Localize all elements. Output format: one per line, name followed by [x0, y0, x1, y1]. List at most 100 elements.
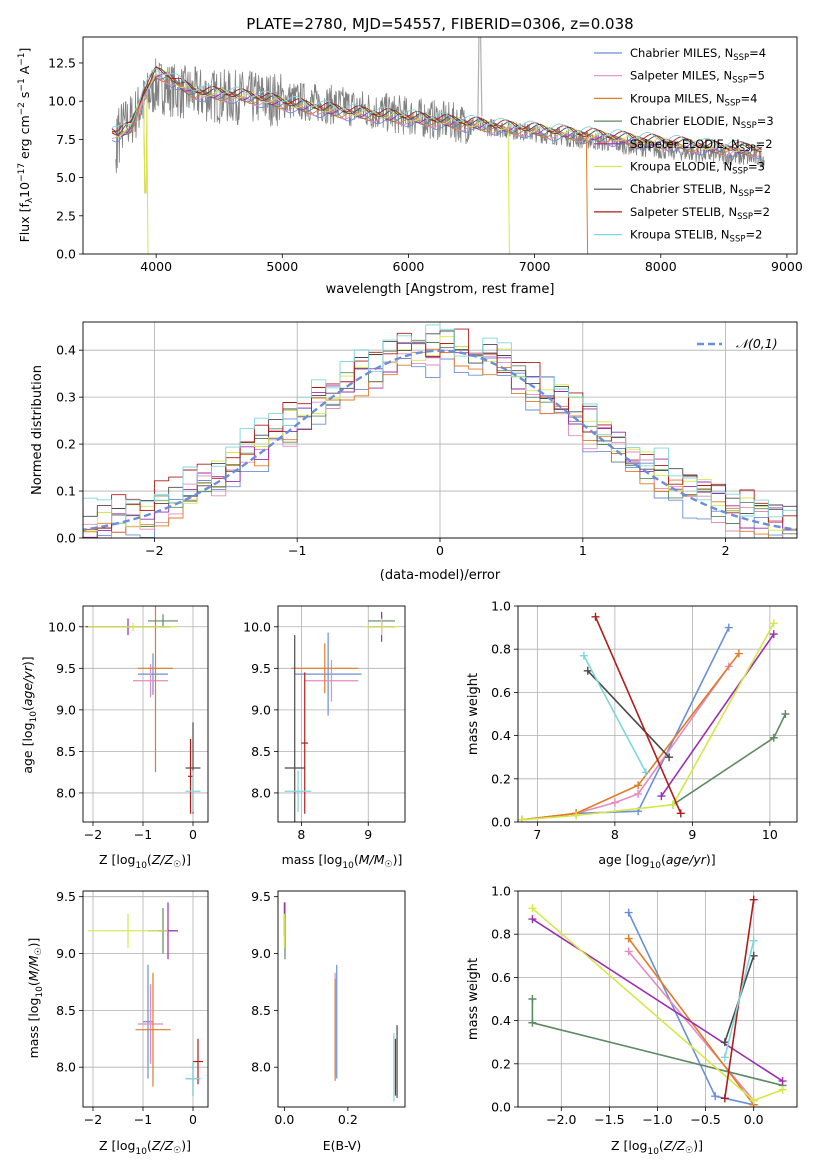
marker-salpeter_elodie [778, 1077, 787, 1086]
marker-chabrier_stelib [665, 753, 674, 762]
marker-kroupa_stelib [579, 651, 588, 660]
marker-chabrier_stelib [749, 951, 758, 960]
y-tick-label: 0.2 [56, 437, 76, 452]
marker-kroupa_elodie [528, 904, 537, 913]
y-tick-label: 7.5 [56, 132, 76, 147]
marker-chabrier_miles [724, 623, 733, 632]
series-line-salpeter_elodie [531, 918, 784, 1082]
y-tick-label: 1.0 [491, 599, 511, 614]
axes-age_vs_z: −2 −1 0 8.0 8.5 9.0 9.5 10.0 Z [log10(Z/Z☉)] age … [20, 605, 209, 871]
plot-area-mass_vs_ebv [283, 902, 398, 1102]
x-tick-label: −1 [134, 1112, 152, 1127]
series-line-chabrier_stelib [587, 670, 670, 758]
artefact-line [146, 108, 149, 254]
plot-area-mass_vs_z [88, 902, 203, 1096]
legend-label: Chabrier ELODIE, NSSP=3 [630, 114, 774, 131]
y-tick-label: 0.0 [491, 1100, 511, 1115]
marker-salpeter_stelib [720, 1094, 729, 1103]
axes-mass_weight_vs_z: −2.0 −1.5 −1.0 −0.5 0.0 0.0 0.2 0.4 0.6 0.8 1.0 mas… [466, 884, 798, 1157]
axes-spectrum: 4000 5000 6000 7000 8000 9000 0.0 2.5 5.0 7.5 10.0… [17, 36, 803, 297]
x-axis-label: age [log10(age/yr)] [598, 852, 715, 871]
marker-kroupa_stelib [720, 1053, 729, 1062]
x-tick-label: −0.5 [690, 1112, 720, 1127]
x-tick-label: 7 [533, 827, 541, 842]
y-tick-label: 8.0 [251, 785, 271, 800]
series-line-salpeter_stelib [594, 616, 682, 814]
y-tick-label: 8.0 [251, 1060, 271, 1075]
marker-kroupa_miles [734, 649, 743, 658]
marker-salpeter_miles [610, 798, 619, 807]
x-tick-label: 9 [364, 827, 372, 842]
y-tick-label: 0.0 [56, 531, 76, 546]
x-axis-label: Z [log10(Z/Z☉)] [611, 1138, 703, 1157]
y-tick-label: 2.5 [56, 208, 76, 223]
axes-frame [82, 890, 209, 1108]
axes-frame [82, 36, 798, 255]
model-spectrum-chabrier_elodie [111, 75, 762, 155]
x-tick-label: 0 [189, 1112, 197, 1127]
marker-kroupa_miles [634, 781, 643, 790]
y-axis-label: mass weight [466, 958, 481, 1040]
legend-label: Kroupa STELIB, NSSP=2 [630, 228, 762, 245]
x-axis-label: mass [log10(M/M☉)] [282, 852, 403, 871]
marker-chabrier_stelib [720, 1038, 729, 1047]
y-tick-label: 10.0 [48, 619, 76, 634]
series-line-chabrier_elodie [672, 713, 787, 806]
y-tick-label: 0.0 [491, 815, 511, 830]
series-line-salpeter_elodie [660, 633, 775, 797]
marker-kroupa_stelib [641, 768, 650, 777]
legend-label: Kroupa ELODIE, NSSP=3 [630, 160, 765, 177]
x-tick-label: −1.5 [594, 1112, 624, 1127]
legend-label: 𝒩(0,1) [736, 336, 778, 351]
y-tick-label: 0.4 [491, 728, 511, 743]
model-spectrum-salpeter_stelib [111, 66, 762, 151]
axes-frame [517, 605, 798, 823]
y-tick-label: 10.0 [243, 619, 271, 634]
y-tick-label: 0.2 [491, 771, 511, 786]
axes-frame [82, 321, 798, 539]
y-tick-label: 10.0 [48, 94, 76, 109]
x-axis-label: Z [log10(Z/Z☉)] [99, 852, 191, 871]
y-tick-label: 8.0 [56, 1060, 76, 1075]
x-tick-label: 0.0 [274, 1112, 294, 1127]
data-spectrum-line [115, 58, 765, 174]
histogram-kroupa_stelib [83, 324, 797, 524]
marker-salpeter_elodie [528, 915, 537, 924]
y-tick-label: 12.5 [48, 55, 76, 70]
y-tick-label: 9.0 [56, 946, 76, 961]
y-tick-label: 9.5 [56, 889, 76, 904]
plot-area-mass_weight_vs_z [528, 895, 787, 1107]
x-tick-label: 7000 [519, 259, 551, 274]
model-spectrum-kroupa_elodie [111, 69, 762, 194]
plot-area-spectrum [111, 37, 765, 254]
plot-area-age_vs_mass [284, 611, 399, 822]
marker-kroupa_elodie [669, 800, 677, 809]
y-tick-label: 0.4 [491, 1013, 511, 1028]
x-tick-label: −1.0 [642, 1112, 672, 1127]
y-tick-label: 0.2 [491, 1056, 511, 1071]
marker-kroupa_miles [624, 934, 633, 943]
x-tick-label: 8000 [645, 259, 677, 274]
y-tick-label: 0.6 [491, 970, 511, 985]
y-tick-label: 0.6 [491, 685, 511, 700]
marker-chabrier_elodie [528, 995, 537, 1003]
legend-label: Salpeter MILES, NSSP=5 [630, 69, 765, 86]
x-tick-label: 6000 [393, 259, 425, 274]
x-tick-label: 10 [762, 827, 778, 842]
legend-label: Kroupa MILES, NSSP=4 [630, 91, 757, 108]
x-tick-label: −2.0 [546, 1112, 576, 1127]
y-tick-label: 1.0 [491, 884, 511, 899]
x-tick-label: 0 [436, 543, 444, 558]
axes-frame [277, 605, 406, 823]
x-tick-label: 8 [611, 827, 619, 842]
y-axis-label: Normed distribution [30, 365, 45, 495]
series-line-salpeter_miles [627, 950, 755, 1102]
y-tick-label: 9.0 [251, 702, 271, 717]
y-axis-label: mass [log10(M/M☉)] [26, 938, 45, 1059]
marker-kroupa_elodie [769, 619, 778, 628]
axes-frame [277, 890, 406, 1108]
marker-salpeter_stelib [749, 895, 758, 904]
series-line-kroupa_stelib [583, 655, 647, 773]
y-tick-label: 8.0 [56, 785, 76, 800]
axes-residuals: −2 −1 0 1 2 0.0 0.1 0.2 0.3 0.4 𝒩(0,1) (data-model)… [30, 321, 798, 583]
